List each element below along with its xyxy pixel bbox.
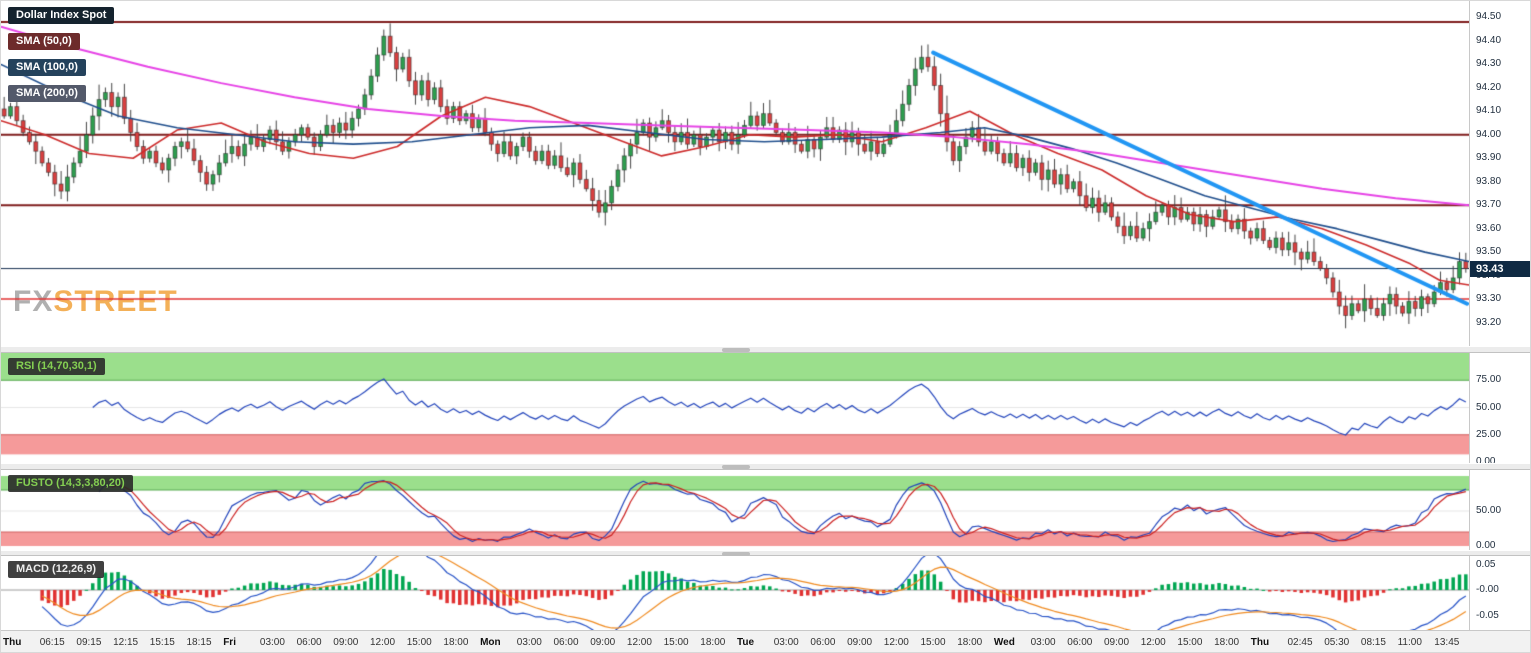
time-axis-label: 15:15 bbox=[149, 637, 175, 648]
time-axis-label: 18:00 bbox=[700, 637, 726, 648]
price-tick-label: 93.30 bbox=[1476, 293, 1502, 305]
price-tick-label: 94.30 bbox=[1476, 58, 1502, 70]
time-axis-day-label: Mon bbox=[480, 637, 501, 648]
panel-splitter[interactable] bbox=[1, 346, 1530, 353]
legend-sma200-chip[interactable]: SMA (200,0) bbox=[8, 85, 86, 102]
time-axis-day-label: Fri bbox=[223, 637, 236, 648]
price-tick-label: 94.20 bbox=[1476, 81, 1502, 93]
time-axis-label: 06:00 bbox=[810, 637, 836, 648]
time-axis-day-label: Tue bbox=[737, 637, 755, 648]
rsi-axis[interactable]: 75.00 50.00 25.00 0.00 bbox=[1469, 353, 1530, 467]
time-axis-label: 18:00 bbox=[957, 637, 983, 648]
time-axis-day-label: Thu bbox=[3, 637, 22, 648]
rsi-tick-label: 50.00 bbox=[1476, 401, 1502, 413]
price-tick-label: 93.70 bbox=[1476, 199, 1502, 211]
stochastic-panel: 50.00 0.00 FUSTO (14,3,3,80,20) bbox=[1, 470, 1530, 551]
time-axis-label: 11:00 bbox=[1397, 637, 1422, 648]
last-price-badge: 93.43 bbox=[1470, 260, 1530, 277]
time-axis-label: 09:00 bbox=[847, 637, 873, 648]
price-tick-label: 93.20 bbox=[1476, 316, 1502, 328]
price-tick-label: 94.10 bbox=[1476, 105, 1502, 117]
time-axis-label: 12:00 bbox=[1140, 637, 1166, 648]
time-axis-label: 09:15 bbox=[76, 637, 102, 648]
time-axis-label: 03:00 bbox=[259, 637, 285, 648]
time-axis-label: 12:00 bbox=[883, 637, 909, 648]
time-axis-label: 05:30 bbox=[1324, 637, 1350, 648]
rsi-chip[interactable]: RSI (14,70,30,1) bbox=[8, 358, 105, 375]
macd-tick-label: -0.05 bbox=[1476, 609, 1499, 621]
stochastic-chip[interactable]: FUSTO (14,3,3,80,20) bbox=[8, 475, 133, 492]
main-chart-panel: FXSTREET 94.5094.4094.3094.2094.1094.009… bbox=[1, 1, 1530, 346]
price-tick-label: 93.90 bbox=[1476, 152, 1502, 164]
time-axis-label: 13:45 bbox=[1434, 637, 1460, 648]
time-axis-label: 15:00 bbox=[1177, 637, 1203, 648]
macd-panel: 0.05 -0.00 -0.05 MACD (12,26,9) bbox=[1, 556, 1530, 630]
time-axis-label: 08:15 bbox=[1360, 637, 1386, 648]
price-tick-label: 93.60 bbox=[1476, 222, 1502, 234]
macd-chip[interactable]: MACD (12,26,9) bbox=[8, 561, 105, 578]
stochastic-canvas[interactable] bbox=[1, 470, 1469, 550]
time-axis-label: 15:00 bbox=[663, 637, 689, 648]
time-axis[interactable]: Thu 06:15 09:15 12:15 15:15 18:15 Fri 03:00 06:0… bbox=[1, 630, 1530, 652]
macd-tick-label: -0.00 bbox=[1476, 584, 1499, 596]
time-axis-label: 06:00 bbox=[1067, 637, 1093, 648]
legend-sma50-chip[interactable]: SMA (50,0) bbox=[8, 33, 80, 50]
rsi-panel: 75.00 50.00 25.00 0.00 RSI (14,70,30,1) bbox=[1, 353, 1530, 467]
stochastic-tick-label: 0.00 bbox=[1476, 540, 1496, 551]
time-axis-label: 06:15 bbox=[39, 637, 65, 648]
price-axis[interactable]: 94.50 94.40 94.30 94.20 94.10 94.00 93.90 93.80… bbox=[1469, 1, 1530, 346]
stochastic-axis[interactable]: 50.00 0.00 bbox=[1469, 470, 1530, 551]
price-tick-label: 93.80 bbox=[1476, 175, 1502, 187]
price-tick-label: 93.50 bbox=[1476, 246, 1502, 258]
time-axis-label: 02:45 bbox=[1287, 637, 1313, 648]
time-axis-label: 18:15 bbox=[186, 637, 212, 648]
time-axis-label: 03:00 bbox=[773, 637, 799, 648]
time-axis-label: 06:00 bbox=[296, 637, 322, 648]
price-tick-label: 94.50 bbox=[1476, 11, 1502, 23]
stochastic-tick-label: 50.00 bbox=[1476, 505, 1502, 516]
time-axis-label: 15:00 bbox=[406, 637, 432, 648]
panel-splitter[interactable] bbox=[1, 463, 1530, 470]
time-axis-label: 03:00 bbox=[516, 637, 542, 648]
macd-tick-label: 0.05 bbox=[1476, 558, 1496, 570]
time-axis-label: 12:15 bbox=[113, 637, 139, 648]
splitter-grip-icon bbox=[722, 348, 750, 352]
time-axis-label: 03:00 bbox=[1030, 637, 1056, 648]
time-axis-day-label: Thu bbox=[1250, 637, 1270, 648]
symbol-chip[interactable]: Dollar Index Spot bbox=[8, 7, 115, 24]
price-chart-canvas[interactable] bbox=[1, 1, 1469, 346]
time-axis-label: 15:00 bbox=[920, 637, 946, 648]
time-axis-day-label: Wed bbox=[993, 637, 1015, 648]
legend-sma100-chip[interactable]: SMA (100,0) bbox=[8, 59, 86, 76]
rsi-tick-label: 0.00 bbox=[1476, 456, 1496, 467]
time-axis-label: 18:00 bbox=[1214, 637, 1240, 648]
time-axis-label: 06:00 bbox=[553, 637, 579, 648]
macd-axis[interactable]: 0.05 -0.00 -0.05 bbox=[1469, 556, 1530, 630]
time-axis-label: 18:00 bbox=[443, 637, 469, 648]
splitter-grip-icon bbox=[722, 552, 750, 556]
time-axis-label: 12:00 bbox=[370, 637, 396, 648]
time-axis-label: 09:00 bbox=[1104, 637, 1130, 648]
rsi-tick-label: 75.00 bbox=[1476, 374, 1502, 386]
time-axis-label: 12:00 bbox=[626, 637, 652, 648]
panel-splitter[interactable] bbox=[1, 550, 1530, 556]
splitter-grip-icon bbox=[722, 465, 750, 469]
time-axis-label: 09:00 bbox=[333, 637, 359, 648]
price-tick-label: 94.40 bbox=[1476, 34, 1502, 46]
macd-canvas[interactable] bbox=[1, 556, 1469, 630]
rsi-tick-label: 25.00 bbox=[1476, 428, 1502, 440]
price-tick-label: 94.00 bbox=[1476, 128, 1502, 140]
time-axis-label: 09:00 bbox=[590, 637, 616, 648]
rsi-canvas[interactable] bbox=[1, 353, 1469, 463]
